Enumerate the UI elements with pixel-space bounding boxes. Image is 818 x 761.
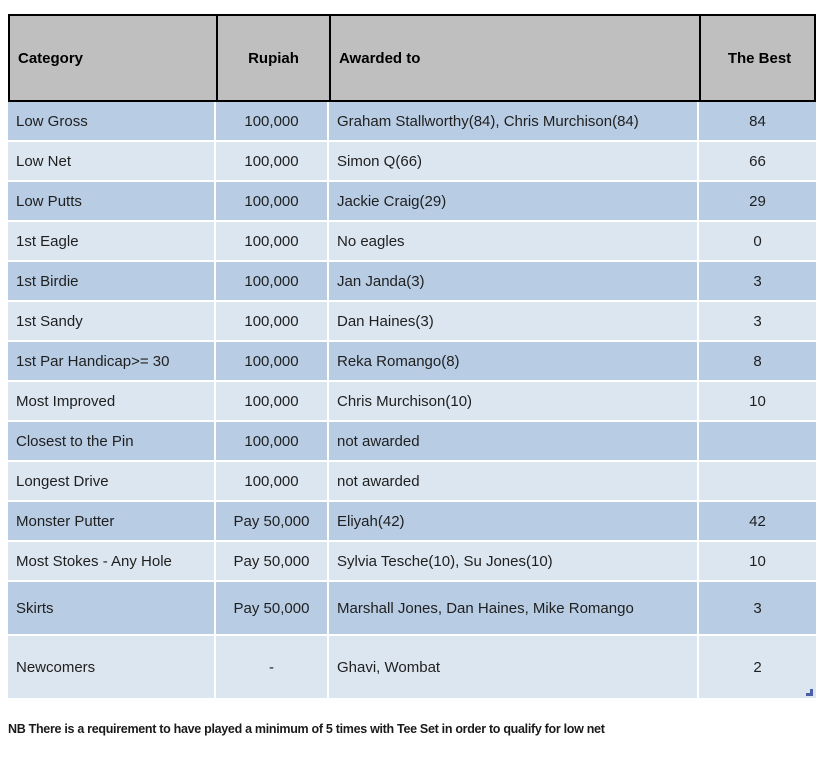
cell-awarded-to: Dan Haines(3) (329, 302, 699, 340)
cell-awarded-to: Simon Q(66) (329, 142, 699, 180)
table-row: Newcomers - Ghavi, Wombat 2 (8, 636, 816, 698)
cell-awarded-to: not awarded (329, 462, 699, 500)
cell-the-best: 66 (699, 142, 816, 180)
cell-category: Newcomers (8, 636, 216, 698)
table-row: Low Putts 100,000 Jackie Craig(29) 29 (8, 182, 816, 220)
cell-category: Most Improved (8, 382, 216, 420)
cell-rupiah: 100,000 (216, 342, 329, 380)
cell-rupiah: 100,000 (216, 462, 329, 500)
cell-rupiah: 100,000 (216, 102, 329, 140)
cell-awarded-to: Graham Stallworthy(84), Chris Murchison(… (329, 102, 699, 140)
cell-the-best (699, 462, 816, 500)
cell-rupiah: Pay 50,000 (216, 502, 329, 540)
column-header-rupiah: Rupiah (218, 16, 331, 100)
cell-category: Low Putts (8, 182, 216, 220)
cell-category: Low Net (8, 142, 216, 180)
table-row: 1st Par Handicap>= 30 100,000 Reka Roman… (8, 342, 816, 380)
cell-category: Most Stokes - Any Hole (8, 542, 216, 580)
column-header-the-best: The Best (727, 49, 792, 67)
column-header-awarded-to: Awarded to (331, 16, 701, 100)
cell-rupiah: 100,000 (216, 262, 329, 300)
table-row: 1st Sandy 100,000 Dan Haines(3) 3 (8, 302, 816, 340)
cell-the-best: 10 (699, 382, 816, 420)
cell-awarded-to: Jan Janda(3) (329, 262, 699, 300)
cell-the-best: 29 (699, 182, 816, 220)
cell-rupiah: 100,000 (216, 382, 329, 420)
table-row: Closest to the Pin 100,000 not awarded (8, 422, 816, 460)
cell-awarded-to: Sylvia Tesche(10), Su Jones(10) (329, 542, 699, 580)
table-row: 1st Eagle 100,000 No eagles 0 (8, 222, 816, 260)
awards-table: Category Rupiah Awarded to The Best Low … (8, 14, 816, 698)
table-row: Longest Drive 100,000 not awarded (8, 462, 816, 500)
cell-the-best: 10 (699, 542, 816, 580)
cell-the-best: 84 (699, 102, 816, 140)
table-row: Most Stokes - Any Hole Pay 50,000 Sylvia… (8, 542, 816, 580)
cell-category: Closest to the Pin (8, 422, 216, 460)
cell-awarded-to: Chris Murchison(10) (329, 382, 699, 420)
table-row: 1st Birdie 100,000 Jan Janda(3) 3 (8, 262, 816, 300)
cell-rupiah: Pay 50,000 (216, 582, 329, 634)
cell-awarded-to: Marshall Jones, Dan Haines, Mike Romango (329, 582, 699, 634)
cell-awarded-to: No eagles (329, 222, 699, 260)
cell-rupiah: 100,000 (216, 222, 329, 260)
cell-awarded-to: Ghavi, Wombat (329, 636, 699, 698)
cell-category: 1st Eagle (8, 222, 216, 260)
cell-the-best: 3 (699, 582, 816, 634)
table-header-row: Category Rupiah Awarded to The Best (8, 14, 816, 102)
cell-the-best: 3 (699, 262, 816, 300)
cell-rupiah: - (216, 636, 329, 698)
cell-category: Skirts (8, 582, 216, 634)
cell-awarded-to: Reka Romango(8) (329, 342, 699, 380)
cell-rupiah: 100,000 (216, 422, 329, 460)
table-row: Skirts Pay 50,000 Marshall Jones, Dan Ha… (8, 582, 816, 634)
cell-rupiah: 100,000 (216, 182, 329, 220)
table-row: Monster Putter Pay 50,000 Eliyah(42) 42 (8, 502, 816, 540)
footnote: NB There is a requirement to have played… (8, 722, 605, 736)
cell-rupiah: 100,000 (216, 142, 329, 180)
cell-the-best: 42 (699, 502, 816, 540)
cell-rupiah: Pay 50,000 (216, 542, 329, 580)
cell-the-best: 2 (699, 636, 816, 698)
cell-awarded-to: Eliyah(42) (329, 502, 699, 540)
cell-awarded-to: Jackie Craig(29) (329, 182, 699, 220)
cell-category: Low Gross (8, 102, 216, 140)
cell-category: 1st Sandy (8, 302, 216, 340)
table-row: Low Gross 100,000 Graham Stallworthy(84)… (8, 102, 816, 140)
cell-category: 1st Birdie (8, 262, 216, 300)
table-row: Low Net 100,000 Simon Q(66) 66 (8, 142, 816, 180)
cell-the-best: 0 (699, 222, 816, 260)
cell-the-best (699, 422, 816, 460)
table-row: Most Improved 100,000 Chris Murchison(10… (8, 382, 816, 420)
cell-category: Monster Putter (8, 502, 216, 540)
cell-rupiah: 100,000 (216, 302, 329, 340)
cell-category: 1st Par Handicap>= 30 (8, 342, 216, 380)
cell-the-best: 3 (699, 302, 816, 340)
table-body: Low Gross 100,000 Graham Stallworthy(84)… (8, 102, 816, 698)
cell-the-best: 8 (699, 342, 816, 380)
cell-awarded-to: not awarded (329, 422, 699, 460)
cell-category: Longest Drive (8, 462, 216, 500)
column-header-category: Category (10, 16, 218, 100)
